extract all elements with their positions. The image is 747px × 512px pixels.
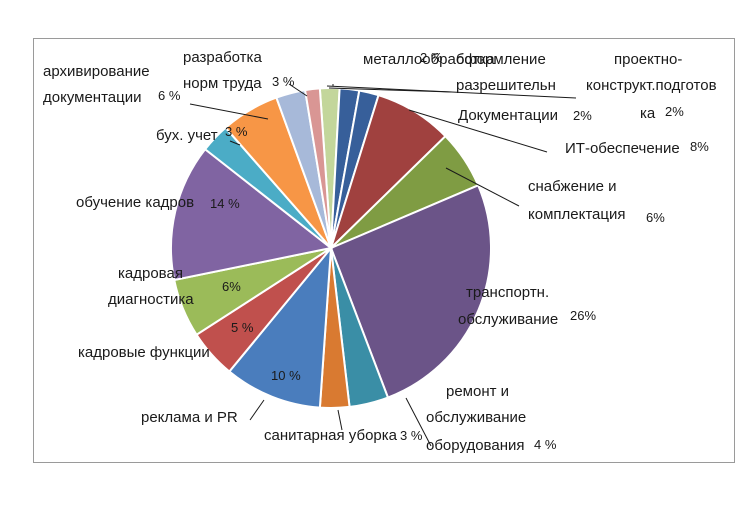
slice-label-14-line-2: документации	[43, 89, 142, 106]
slice-label-1-line-1: металлообработка	[363, 51, 495, 68]
slice-label-6-line-2: обслуживание	[458, 311, 558, 328]
slice-label-10-line-1: кадровые функции	[78, 344, 210, 361]
slice-percent-12: 14 %	[210, 196, 240, 211]
leader-line-4	[408, 109, 548, 153]
slice-label-9-line-1: реклама и PR	[141, 409, 238, 426]
slice-label-4-line-1: ИТ-обеспечение	[565, 140, 680, 157]
slice-label-8-line-1: санитарная уборка	[264, 427, 398, 444]
leader-lines	[189, 83, 577, 447]
leader-line-14	[189, 103, 269, 120]
slice-percent-1: 2 %	[420, 50, 443, 65]
slice-percent-14: 6 %	[158, 88, 181, 103]
slice-label-5-line-2: комплектация	[528, 206, 625, 223]
slice-label-2-line-1: оформление	[456, 51, 546, 68]
leader-line-13	[229, 140, 241, 146]
slice-percent-7: 4 %	[534, 437, 557, 452]
slice-label-14-line-1: архивирование	[43, 63, 150, 80]
slice-percent-3: 2%	[665, 104, 684, 119]
slice-label-7-line-1: ремонт и	[446, 383, 509, 400]
pie-slices	[170, 87, 492, 409]
slice-percent-11: 6%	[222, 279, 241, 294]
leader-line-3	[326, 85, 577, 99]
leader-line-15	[288, 83, 308, 97]
slice-label-13-line-1: бух. учет	[156, 127, 218, 144]
slice-label-12-line-1: обучение кадров	[76, 194, 194, 211]
slice-label-7-line-3: оборудования	[426, 437, 524, 454]
slice-percent-6: 26%	[570, 308, 596, 323]
leader-line-9	[249, 399, 265, 421]
slice-label-5-line-1: снабжение и	[528, 178, 616, 195]
slice-percent-4: 8%	[690, 139, 709, 154]
slice-percent-8: 3 %	[400, 428, 423, 443]
leader-line-7	[405, 397, 432, 447]
slice-label-11-line-2: диагностика	[108, 291, 194, 308]
pie-slice-16	[303, 87, 332, 249]
slice-label-3-line-1: проектно-	[614, 51, 682, 68]
pie-slice-9	[227, 244, 333, 409]
slice-percent-5: 6%	[646, 210, 665, 225]
slice-percent-9: 10 %	[271, 368, 301, 383]
slice-label-3-line-3: ка	[640, 105, 656, 122]
slice-label-2-line-3: Документации	[458, 107, 558, 124]
pie-slice-6	[329, 184, 492, 399]
pie-slice-12	[170, 147, 334, 282]
slice-percent-2: 2%	[573, 108, 592, 123]
slice-percent-15: 3 %	[272, 74, 295, 89]
slice-label-6-line-1: транспортн.	[466, 284, 549, 301]
slice-label-7-line-2: обслуживание	[426, 409, 526, 426]
slice-label-11-line-1: кадровая	[118, 265, 183, 282]
slice-label-2-line-2: разрешительн	[456, 77, 556, 94]
slice-percent-10: 5 %	[231, 320, 254, 335]
slice-label-15-line-2: норм труда	[183, 75, 262, 92]
slice-label-3-line-2: конструкт.подготов	[586, 77, 717, 94]
slice-label-15-line-1: разработка	[183, 49, 262, 66]
leader-line-5	[445, 167, 520, 207]
leader-line-8	[337, 409, 343, 431]
slice-percent-13: 3 %	[225, 124, 248, 139]
